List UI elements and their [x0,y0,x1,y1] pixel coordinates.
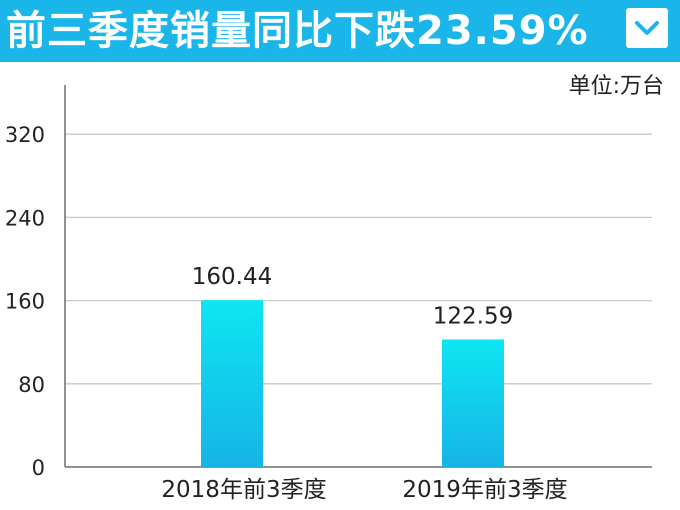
bar-2 [442,339,504,467]
y-tick-label: 0 [32,456,45,480]
page-title: 前三季度销量同比下跌23.59% [6,8,589,54]
category-label: 2019年前3季度 [402,477,567,503]
y-tick-label: 240 [5,206,45,230]
header-banner: 前三季度销量同比下跌23.59% [0,0,680,62]
bar-1 [201,300,263,467]
data-label: 122.59 [433,304,513,330]
category-label: 2018年前3季度 [161,477,326,503]
y-tick-label: 320 [5,123,45,147]
unit-label: 单位:万台 [568,74,664,99]
y-tick-label: 160 [5,290,45,314]
chevron-down-icon[interactable] [626,8,668,48]
data-label: 160.44 [192,264,272,290]
y-tick-label: 80 [18,373,45,397]
